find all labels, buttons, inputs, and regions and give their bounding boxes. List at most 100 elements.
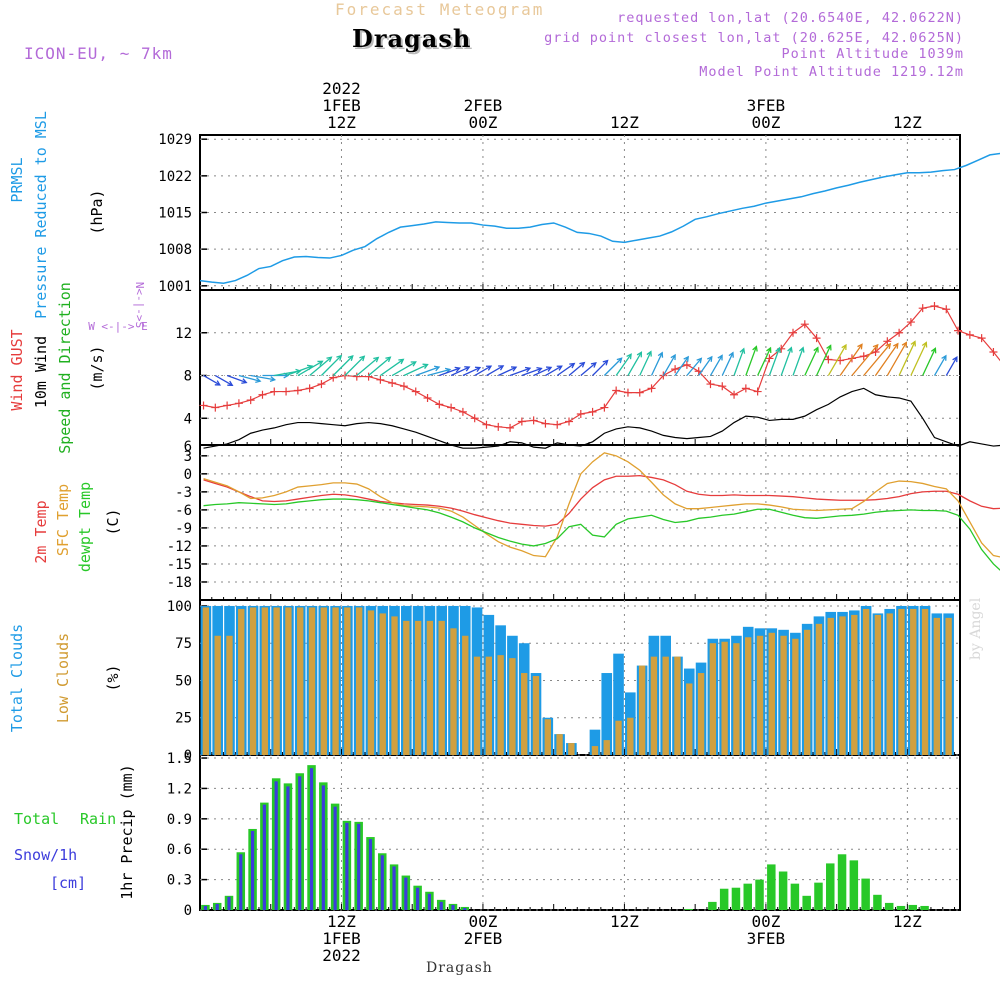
wind-arrow-head [590,362,597,368]
low-cloud-bar [862,608,870,755]
top-time-label: 3FEB [747,96,786,115]
bottom-time-label: 1FEB [322,929,361,948]
gust-marker [930,302,939,311]
low-cloud-bar [332,607,339,755]
wind-arrow-head [826,344,832,351]
gust-marker [989,348,998,356]
low-clouds-label: Low Clouds [54,633,72,723]
low-cloud-bar [839,616,846,755]
low-cloud-bar [473,656,481,755]
rain-bar [826,863,835,910]
low-cloud-bar [226,635,233,755]
wind-arrow [250,374,275,381]
wind-arrow [686,357,702,376]
wind-arrow [344,355,365,376]
wind-arrow-head [739,347,746,354]
rain-bar [861,878,870,910]
model-label: ICON-EU, ~ 7km [24,44,173,63]
wind-arrow-head [398,358,405,365]
wind-arrow-head [616,357,623,364]
wind-arrow-head [359,355,366,362]
wind-ytick-label: 12 [175,326,192,342]
snow-bar [463,907,467,910]
rain-bar [708,901,717,910]
top-time-label: 2022 [322,79,361,98]
snow-bar [357,823,361,910]
low-cloud-bar [320,607,327,755]
rain-bar [837,854,847,910]
low-cloud-bar [933,617,941,755]
low-cloud-bar [697,673,705,755]
gust-marker [954,326,963,335]
wind-arrow-head [893,342,899,349]
precip-ytick-label: 0.9 [167,812,192,828]
rain-bar [790,883,800,910]
precip-ytick-label: 1.5 [167,751,192,767]
gust-marker [942,305,951,314]
gust-marker [883,337,892,346]
gust-marker [258,390,267,399]
low-cloud-bar [556,734,563,755]
top-time-label: 2FEB [464,96,503,115]
snow-bar [439,901,443,910]
pressure-ytick-label: 1022 [158,169,192,185]
pressure-ytick-label: 1001 [158,279,192,295]
rain-bar [684,908,694,910]
wind-arrow [698,356,713,376]
snow-bar [380,855,384,910]
wind-arrow-head [636,351,643,358]
low-cloud-bar [285,607,292,755]
gust-marker [517,417,526,426]
low-cloud-bar [886,613,893,755]
gust-marker [765,354,774,363]
low-cloud-bar [249,607,257,755]
wind-arrow [816,345,832,376]
wind-arrow [545,365,563,377]
wind-arrow [875,343,899,376]
low-cloud-bar [627,717,634,755]
gust-marker [800,320,809,329]
dewpt-label: dewpt Temp [76,482,94,572]
wind-speed-dir-label: Speed and Direction [56,282,74,454]
t2m-label: 2m Temp [32,500,50,563]
wind-arrow [297,360,323,377]
gust-marker [364,372,373,381]
wind-arrow-head [872,343,879,350]
low-cloud-bar [780,635,787,755]
wind-arrow [768,347,781,376]
gust-marker [576,410,585,418]
low-cloud-bar [827,617,834,755]
gust-marker [435,400,444,409]
wind-arrow-head [569,362,576,369]
wind-ytick-label: 6 [184,439,192,455]
snow-bar [345,822,349,910]
low-cloud-bar [261,607,269,755]
wind-arrow-head [227,380,234,386]
gust-marker [671,365,680,374]
product-title: Forecast Meteogram [335,0,545,19]
clouds-ytick-label: 50 [175,673,192,689]
wind-arrow-head [841,343,847,351]
gust-marker [565,417,574,426]
wind-arrow-head [707,355,713,362]
low-cloud-bar [674,656,681,755]
rain-bar [755,879,764,910]
low-cloud-bar [921,608,929,755]
snow-bar [215,903,219,910]
gust-marker [541,419,550,428]
wind-arrow-head [602,359,609,366]
gust-marker [376,375,385,384]
wind-arrow [922,348,936,376]
temp-ytick-label: 0 [184,467,192,483]
rain-bar [908,904,918,910]
low-cloud-bar [851,614,858,755]
low-cloud-bar [815,623,823,755]
location-title: Dragash [352,24,472,53]
wind-arrow-head [901,341,908,348]
low-cloud-bar [745,637,752,755]
wind-arrow-head [646,350,652,357]
low-cloud-bar [438,620,445,755]
wind-arrow [309,356,332,377]
wind-arrow-head [524,366,532,373]
gust-marker [600,403,609,412]
